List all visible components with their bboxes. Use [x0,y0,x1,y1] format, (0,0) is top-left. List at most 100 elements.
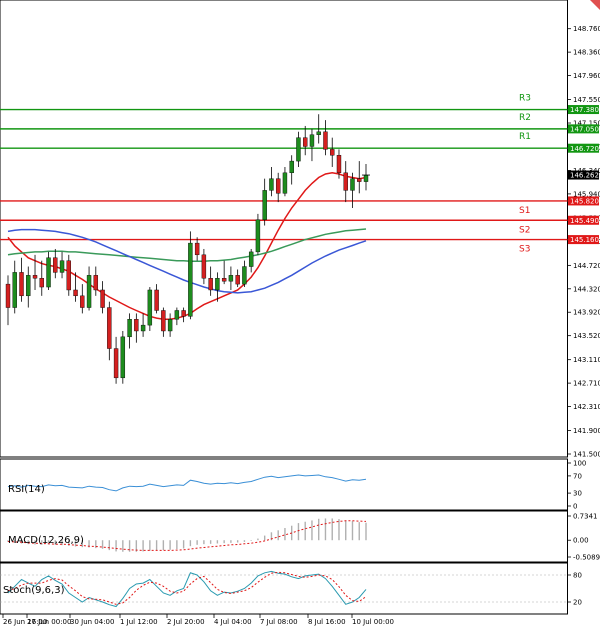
rsi-tick-label: 0 [573,503,577,511]
level-badge-text-r2: 147.050 [570,125,599,133]
time-tick-label: 27 Jun 00:00 [27,618,71,626]
candle-body [343,172,348,191]
price-tick-label: 147.150 [573,120,600,128]
last-price-marker: 146.262 [362,170,599,180]
rsi-series: 100 70 30 0 [7,460,586,511]
candle-body [73,289,78,297]
candle-body [181,310,186,317]
last-price-badge [568,170,599,180]
level-label-s2: S2 [519,225,530,235]
rsi-tick-label: 30 [573,490,582,498]
candle-body [46,257,51,288]
candle-body [5,283,11,308]
rsi-label: RSI(14) [8,484,45,495]
stoch-k-line [7,570,367,608]
candle-body [282,172,288,194]
candle-body [201,254,207,279]
price-tick-label: 143.920 [573,309,600,317]
last-price-badge-text: 146.262 [570,172,599,180]
level-badge-text-s2: 145.490 [570,217,599,225]
candle-body [215,278,220,291]
price-tick-label: 144.320 [573,285,600,293]
candle-body [248,251,254,267]
stoch-label: Stoch(9,6,3) [3,585,65,596]
candle-body [363,174,369,182]
rsi-panel[interactable] [0,458,568,511]
time-tick-label: 2 Jul 20:00 [167,618,205,626]
level-badge-text-s3: 145.160 [570,236,599,244]
candle-body [350,178,355,191]
candle-body [296,137,301,162]
macd-series: 0.7341 0.00 -0.5089 [7,513,600,562]
stoch-tick-label: 80 [573,572,582,580]
candle-body [120,336,126,379]
macd-signal-line [7,520,367,551]
macd-label: MACD(12,26,9) [8,535,84,546]
candle-body [262,190,267,220]
candle-body [107,307,112,349]
ma-slow-line [7,228,367,294]
candle-body [80,295,85,308]
price-tick-label: 143.110 [573,356,600,364]
price-tick-label: 142.310 [573,403,600,411]
rsi-tick-label: 100 [573,460,586,468]
corner-marker-icon [590,0,600,10]
time-tick-label: 1 Jul 12:00 [120,618,158,626]
candle-body [228,275,234,282]
candle-body [269,178,274,191]
candle-body [154,289,159,311]
level-badge-r3 [568,105,599,115]
candle-body [32,275,38,279]
candle-body [140,324,146,332]
price-tick-label: 145.940 [573,190,600,198]
candle-body [39,278,44,288]
candle-body [12,272,17,308]
time-tick-label: 8 Jul 16:00 [308,618,346,626]
candle-body [289,160,294,174]
level-badge-r1 [568,143,599,153]
macd-tick-label: 0.7341 [573,513,598,521]
candle-body [53,257,58,273]
candle-body [309,134,315,147]
candle-body [188,242,193,317]
candle-body [255,219,261,253]
level-badge-s2 [568,215,599,225]
level-badge-text-s1: 145.820 [570,198,599,206]
level-label-s1: S1 [519,206,530,216]
candle-body [127,319,132,338]
candle-body [113,348,119,379]
price-tick-label: 142.710 [573,380,600,388]
candle-body [330,149,335,156]
price-tick-label: 141.500 [573,451,600,459]
stoch-panel[interactable] [0,562,568,615]
main-price-panel[interactable] [0,0,568,458]
candle-body [86,275,92,308]
price-tick-label: 147.550 [573,96,600,104]
moving-averages [7,172,367,321]
rsi-tick-label: 70 [573,472,582,480]
candle-body [19,272,24,297]
macd-panel[interactable] [0,510,568,563]
price-tick-label: 143.520 [573,332,600,340]
price-tick-label: 148.360 [573,49,600,57]
rsi-line [7,474,367,492]
time-tick-label: 30 Jun 04:00 [70,618,114,626]
candle-body [316,131,321,135]
candle-body [147,289,153,326]
candle-body [357,178,362,182]
time-tick-label: 4 Jul 04:00 [214,618,252,626]
candle-body [303,137,308,147]
stoch-series: 80 20 [0,570,582,608]
level-label-r1: R1 [519,132,531,142]
candle-body [174,310,180,320]
candle-body [134,319,139,332]
candle-body [235,275,240,285]
time-tick-label: 10 Jul 00:00 [352,618,394,626]
pivot-levels: R3 147.380 R2 147.050 R1 146.720 S1 145.820 S2 14… [0,94,599,255]
candle-body [167,319,173,332]
candle-body [323,131,328,150]
ma-fast-line [7,172,367,321]
candle-body [208,278,213,291]
